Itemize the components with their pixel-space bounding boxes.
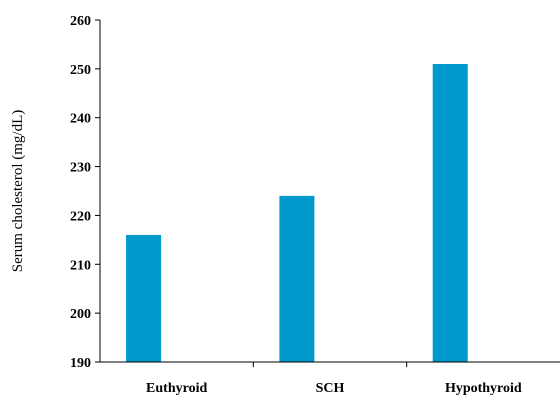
y-axis-ticks: 190 200 210 220 230 240 250 260 <box>70 14 100 371</box>
y-axis-title: Serum cholesterol (mg/dL) <box>10 110 26 272</box>
y-tick-label: 260 <box>70 14 91 29</box>
y-tick-label: 210 <box>70 258 91 273</box>
y-tick-label: 240 <box>70 112 91 127</box>
y-tick-label: 220 <box>70 209 91 224</box>
y-tick-label: 230 <box>70 161 91 176</box>
bar-euthyroid <box>126 234 162 362</box>
x-axis-category-labels: Euthyroid SCH Hypothyroid <box>146 362 522 396</box>
y-tick-label: 190 <box>70 356 91 371</box>
y-tick-label: 250 <box>70 63 91 78</box>
x-category-label: Euthyroid <box>146 381 207 396</box>
y-tick-label: 200 <box>70 307 91 322</box>
x-category-label: SCH <box>316 381 345 396</box>
bars <box>126 63 468 362</box>
x-category-label: Hypothyroid <box>445 381 522 396</box>
bar-hypothyroid <box>432 63 468 362</box>
bar-sch <box>279 195 315 362</box>
